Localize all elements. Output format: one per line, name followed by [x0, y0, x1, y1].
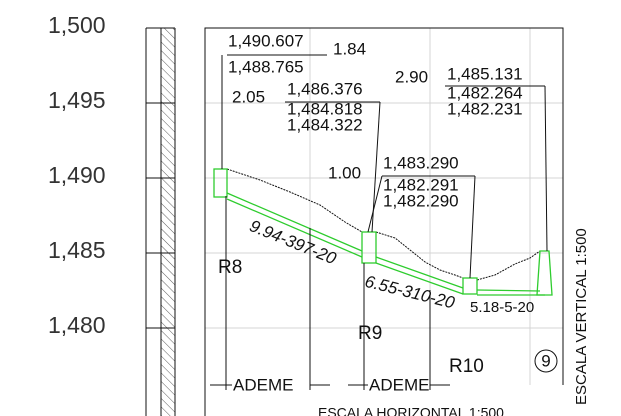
- ground-line: [226, 168, 363, 233]
- ademe-label: ADEME: [233, 375, 293, 394]
- manhole: [361, 231, 377, 264]
- elevation: 1,488.765: [228, 57, 304, 76]
- frame: [204, 27, 564, 416]
- hatch: [161, 28, 175, 416]
- axis-label: 1,485: [48, 237, 106, 263]
- manhole: [462, 277, 478, 295]
- elevation: 1,483.290: [383, 153, 459, 172]
- axis-label: 1,480: [48, 312, 106, 338]
- depth: 1.84: [333, 39, 366, 58]
- leaders: [210, 54, 548, 390]
- scale-column: [145, 27, 176, 416]
- elevation: 1,484.322: [287, 115, 363, 134]
- ground-line: [476, 250, 541, 281]
- pipe: [226, 198, 363, 258]
- pipe-label: 6.55-310-20: [363, 272, 457, 313]
- depth: 1.00: [328, 163, 361, 182]
- manhole-name: R9: [358, 323, 382, 344]
- leader: [367, 175, 383, 233]
- pipe-label: 9.94-397-20: [247, 216, 340, 268]
- sheet-circle: [534, 349, 558, 373]
- elevation-axis: 1,500 1,495 1,490 1,485 1,480: [48, 12, 106, 338]
- depth: 2.90: [395, 67, 428, 86]
- pipe: [375, 256, 464, 289]
- leader: [544, 85, 548, 252]
- elevation: 1,482.290: [383, 191, 459, 210]
- pipe: [375, 262, 464, 295]
- pipe-label: 5.18-5-20: [470, 299, 534, 316]
- elevation: 1,482.264: [447, 83, 523, 102]
- manhole: [536, 250, 553, 296]
- elevation: 1,486.376: [287, 79, 363, 98]
- axis-label: 1,500: [48, 12, 106, 38]
- axis-label: 1,495: [48, 87, 106, 113]
- vertical-scale: ESCALA VERTICAL 1:500: [573, 228, 590, 405]
- ademe-label: ADEME: [369, 375, 429, 394]
- elevation: 1,484.818: [287, 99, 363, 118]
- elevation: 1,490.607: [228, 31, 304, 50]
- ground-line: [375, 231, 464, 279]
- elevation: 1,482.231: [447, 99, 523, 118]
- axis-label: 1,490: [48, 162, 106, 188]
- pipe: [226, 192, 363, 252]
- elevation: 1,482.291: [383, 175, 459, 194]
- elevation: 1,485.131: [447, 64, 523, 83]
- pipe: [476, 289, 541, 292]
- leader: [469, 175, 476, 279]
- depth: 2.05: [232, 87, 265, 106]
- sheet-number: 9: [541, 351, 550, 370]
- manhole: [213, 168, 228, 198]
- manhole-name: R10: [449, 356, 484, 377]
- manhole-name: R8: [218, 257, 242, 278]
- horizontal-scale: ESCALA HORIZONTAL 1:500: [318, 405, 504, 416]
